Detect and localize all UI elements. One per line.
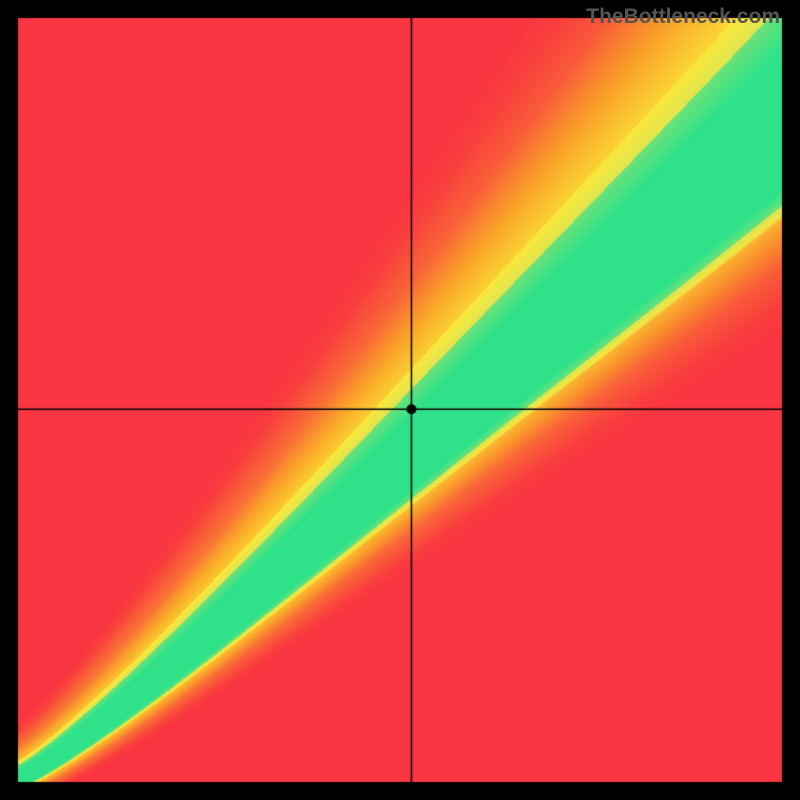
- bottleneck-heatmap: [0, 0, 800, 800]
- canvas-wrap: [0, 0, 800, 800]
- watermark-label: TheBottleneck.com: [586, 5, 780, 29]
- chart-container: TheBottleneck.com: [0, 0, 800, 800]
